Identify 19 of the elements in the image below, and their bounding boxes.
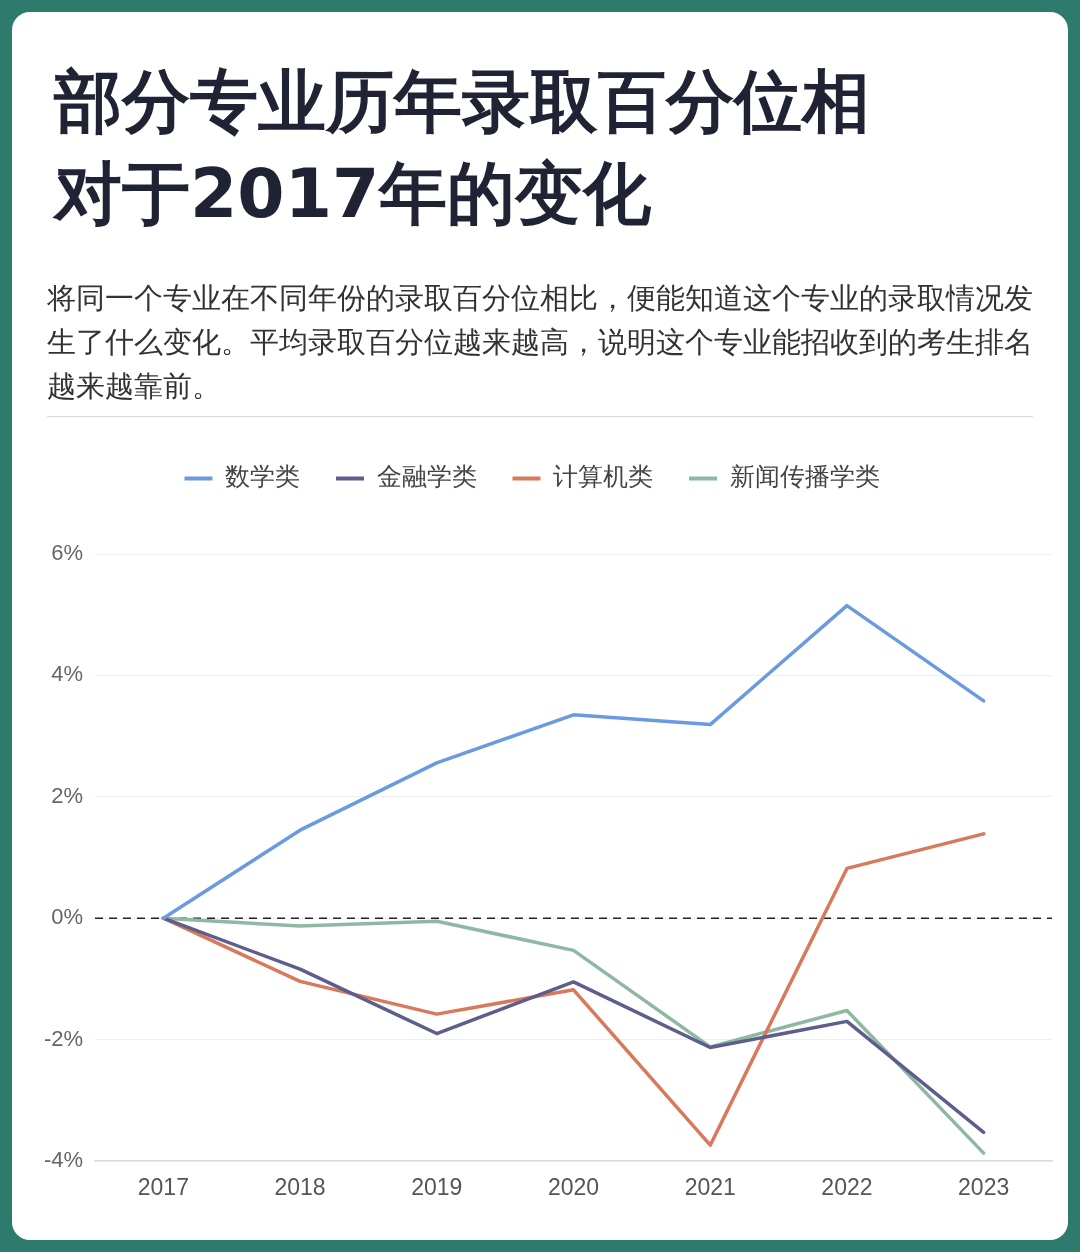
y-tick-label: 6% [51, 540, 83, 566]
chart-subtitle: 将同一个专业在不同年份的录取百分位相比，便能知道这个专业的录取情况发生了什么变化。平均录取百分位越来越高，说明这个专业能招收到的考生排名越来越靠前。 [47, 280, 1034, 405]
y-tick-label: 4% [51, 661, 83, 687]
y-tick-label: -2% [43, 1025, 83, 1051]
x-tick-label: 2019 [411, 1174, 463, 1201]
legend-label: 新闻传播学类 [729, 462, 880, 491]
x-tick-label: 2018 [274, 1174, 326, 1201]
legend-label: 数学类 [225, 462, 300, 491]
y-tick-label: 0% [51, 904, 83, 930]
x-tick-label: 2020 [547, 1174, 600, 1201]
legend-label: 计算机类 [553, 462, 653, 491]
chart-title: 部分专业历年录取百分位相对于2017年的变化 [54, 61, 871, 235]
y-tick-label: -4% [43, 1147, 83, 1173]
legend-label: 金融学类 [376, 462, 477, 491]
x-tick-label: 2021 [684, 1174, 736, 1201]
x-tick-label: 2017 [137, 1174, 189, 1201]
x-tick-label: 2022 [821, 1174, 873, 1201]
x-tick-label: 2023 [958, 1174, 1010, 1201]
y-tick-label: 2% [51, 782, 83, 808]
